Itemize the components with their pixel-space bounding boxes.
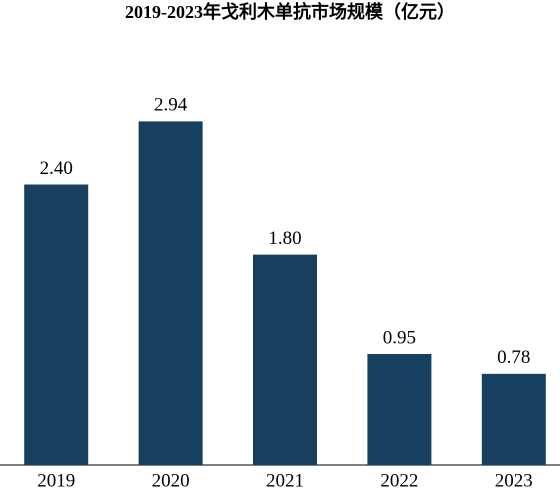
bar (24, 184, 89, 465)
chart-title: 2019-2023年戈利木单抗市场规模（亿元） (125, 1, 455, 22)
bar (253, 254, 317, 465)
x-tick-label: 2022 (380, 470, 418, 491)
bar (481, 373, 546, 465)
value-label: 2.94 (154, 95, 188, 116)
value-label: 0.95 (383, 327, 416, 348)
value-label: 2.40 (40, 158, 73, 179)
bar (138, 121, 203, 465)
x-tick-label: 2021 (266, 470, 304, 491)
x-tick-label: 2023 (495, 470, 533, 491)
x-tick-label: 2019 (37, 470, 75, 491)
bar (367, 353, 432, 465)
value-label: 0.78 (497, 347, 530, 368)
x-tick-label: 2020 (152, 470, 190, 491)
value-label: 1.80 (268, 228, 301, 249)
